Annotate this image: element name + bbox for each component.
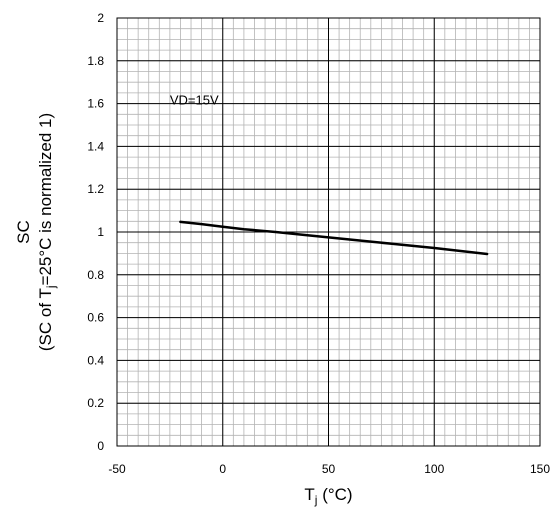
x-tick-label: 100: [424, 462, 444, 476]
y-tick-label: 0.2: [87, 396, 104, 410]
x-tick-label: 150: [530, 462, 550, 476]
x-tick-labels: -50 0 50 100 150: [108, 462, 550, 476]
y-axis-label: SC (SC of Tj=25°C is normalized 1): [14, 113, 58, 351]
y-axis-label-line2-pre: (SC of T: [36, 288, 55, 351]
x-tick-label: -50: [108, 462, 126, 476]
y-tick-label: 1.8: [87, 54, 104, 68]
x-axis-label-subscript: j: [314, 493, 318, 507]
y-tick-labels: 0 0.2 0.4 0.6 0.8 1 1.2 1.4 1.6 1.8 2: [87, 11, 104, 453]
condition-annotation: VD=15V: [170, 93, 219, 108]
y-tick-label: 0.6: [87, 311, 104, 325]
x-axis-label-unit: (°C): [317, 485, 352, 504]
y-axis-label-line2-subscript: j: [44, 285, 58, 289]
y-axis-label-line1: SC: [14, 220, 33, 244]
y-axis-label-line2: (SC of Tj=25°C is normalized 1): [36, 113, 58, 351]
y-tick-label: 1.2: [87, 182, 104, 196]
x-axis-label: Tj (°C): [304, 485, 352, 507]
y-tick-label: 0.4: [87, 353, 104, 367]
plot-area-frame: [116, 17, 541, 447]
x-axis-label-main: T: [304, 485, 314, 504]
x-tick-label: 0: [219, 462, 226, 476]
y-tick-label: 1.4: [87, 139, 104, 153]
y-axis-label-line2-post: =25°C is normalized 1): [36, 113, 55, 286]
y-tick-label: 1.6: [87, 97, 104, 111]
y-tick-label: 2: [97, 11, 104, 25]
y-tick-label: 0.8: [87, 268, 104, 282]
y-tick-label: 0: [97, 439, 104, 453]
y-tick-label: 1: [97, 225, 104, 239]
series-layer: [179, 220, 489, 256]
x-tick-label: 50: [322, 462, 336, 476]
series-line: [179, 220, 489, 256]
